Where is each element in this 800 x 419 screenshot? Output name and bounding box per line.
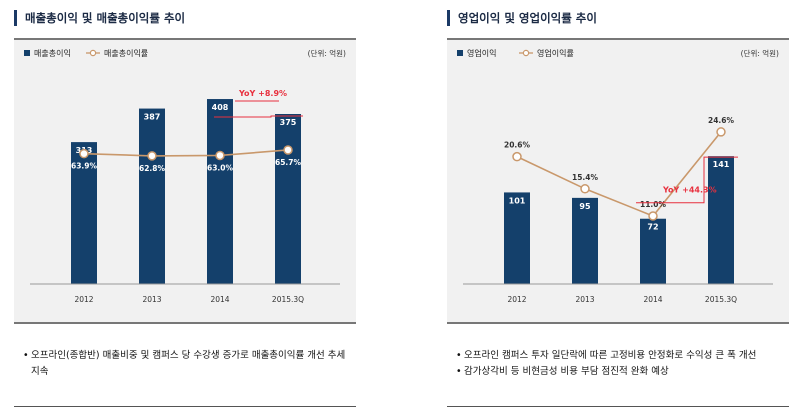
annotation-label: YoY +8.9%: [238, 89, 287, 98]
legend-marker: [89, 49, 97, 57]
unit-label: (단위: 억원): [741, 48, 779, 58]
note-item: 오프라인(종합반) 매출비중 및 캠퍼스 당 수강생 증가로 매출총이익률 개선…: [23, 348, 356, 380]
line-value-label: 15.4%: [572, 173, 599, 182]
bar: [504, 192, 530, 284]
legend-marker: [522, 49, 530, 57]
line-point: [215, 150, 225, 161]
line-value-label: 11.0%: [640, 200, 667, 209]
operating-profit-chart-svg: 영업이익 영업이익률 (단위: 억원) 101 95 72 141 2012 2013 2014 2…: [457, 48, 779, 304]
annotation-bracket: [214, 115, 303, 118]
category-tick-label: 2012: [74, 295, 93, 304]
line-series: [83, 149, 289, 157]
category-tick-label: 2014: [210, 295, 229, 304]
annotation-bracket: [636, 156, 738, 204]
category-tick-label: 2015.3Q: [705, 295, 737, 304]
bar: [207, 99, 233, 284]
operating-profit-chart: 영업이익 영업이익률 (단위: 억원) 101 95 72 141 2012 2013 2014 2…: [447, 38, 789, 324]
legend-label: 영업이익률: [537, 48, 574, 58]
panel-title: 매출총이익 및 매출총이익률 추이: [14, 10, 185, 26]
line-point: [283, 145, 293, 155]
line-point: [648, 211, 658, 221]
line-series: [516, 131, 722, 217]
category-tick-label: 2013: [142, 295, 161, 304]
notes-box: 오프라인 캠퍼스 투자 일단락에 따른 고정비용 안정화로 수익성 큰 폭 개선…: [447, 330, 789, 407]
bar: [572, 197, 598, 284]
bar-value-label: 375: [280, 118, 297, 127]
line-value-label: 63.0%: [207, 163, 234, 172]
bar-value-label: 141: [713, 160, 730, 169]
bar: [139, 108, 165, 284]
line-value-label: 65.7%: [275, 158, 302, 167]
line-point: [716, 127, 726, 137]
legend-swatch-bar: [457, 50, 463, 56]
bar: [640, 218, 666, 284]
bar: [71, 142, 97, 284]
category-tick-label: 2013: [575, 295, 594, 304]
line-point: [512, 151, 522, 162]
note-item: 감가상각비 등 비현금성 비용 부담 점진적 완화 예상: [456, 364, 789, 380]
category-tick-label: 2014: [643, 295, 662, 304]
unit-label: (단위: 억원): [308, 48, 346, 58]
line-value-label: 62.8%: [139, 164, 166, 173]
line-value-label: 20.6%: [504, 141, 531, 150]
bar-value-label: 95: [579, 202, 591, 211]
bar-value-label: 387: [144, 113, 161, 122]
line-point: [147, 151, 157, 161]
legend-label: 매출총이익률: [104, 48, 148, 58]
category-tick-label: 2015.3Q: [272, 295, 304, 304]
notes-box: 오프라인(종합반) 매출비중 및 캠퍼스 당 수강생 증가로 매출총이익률 개선…: [14, 330, 356, 407]
bar: [275, 114, 301, 284]
bar: [708, 156, 734, 284]
note-item: 오프라인 캠퍼스 투자 일단락에 따른 고정비용 안정화로 수익성 큰 폭 개선: [456, 348, 789, 364]
operating-profit-panel: 영업이익 및 영업이익률 추이 영업이익 영업이익률 (단위: 억원) 101 95 72…: [447, 0, 791, 419]
legend-label: 영업이익: [467, 48, 496, 58]
line-value-label: 24.6%: [708, 116, 735, 125]
bar-value-label: 408: [212, 103, 229, 112]
panel-title: 영업이익 및 영업이익률 추이: [447, 10, 597, 26]
legend-label: 매출총이익: [34, 48, 71, 58]
annotation-label: YoY +44.3%: [662, 186, 717, 195]
legend-swatch-bar: [24, 50, 30, 56]
line-point: [79, 148, 89, 159]
category-tick-label: 2012: [507, 295, 526, 304]
bar-value-label: 101: [509, 196, 526, 205]
line-value-label: 63.9%: [71, 162, 98, 171]
line-point: [580, 184, 590, 194]
bar-value-label: 72: [647, 223, 658, 232]
